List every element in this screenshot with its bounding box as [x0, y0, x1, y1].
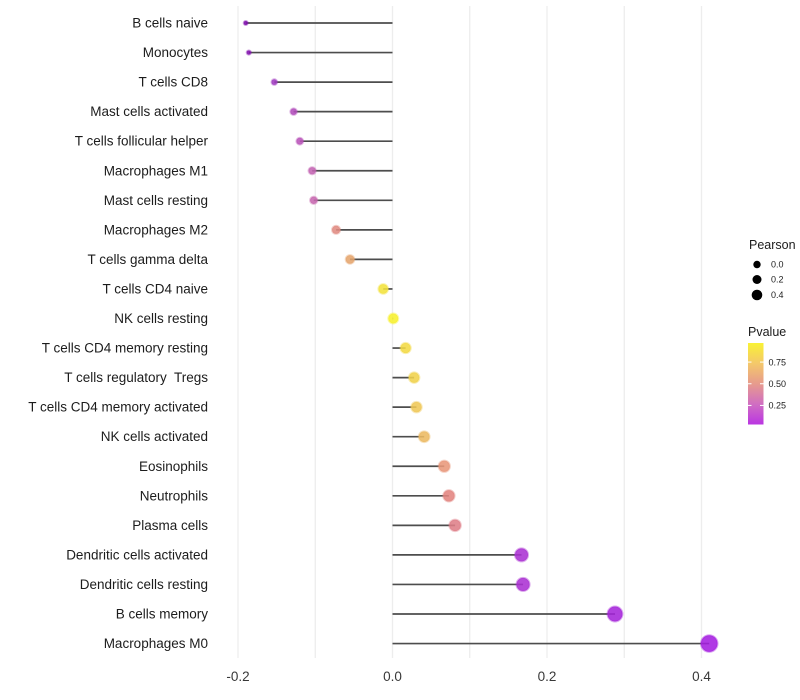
y-axis-label: Macrophages M2	[104, 222, 208, 237]
data-point	[387, 312, 400, 325]
x-axis-tick-label: 0.4	[692, 669, 711, 684]
y-axis-label: T cells CD8	[138, 75, 208, 90]
y-axis-label: Mast cells activated	[90, 104, 208, 119]
y-axis-label: Macrophages M1	[104, 163, 208, 178]
size-legend-label: 0.0	[771, 260, 784, 270]
data-point	[606, 605, 624, 623]
data-point	[448, 518, 462, 533]
data-point	[442, 489, 456, 503]
data-point	[407, 371, 421, 384]
y-axis-label: Neutrophils	[140, 488, 209, 503]
data-point	[289, 107, 298, 116]
y-axis-label: NK cells resting	[114, 311, 208, 326]
data-point	[513, 547, 530, 563]
data-point	[331, 224, 342, 235]
size-legend-title: Pearson	[749, 238, 796, 252]
y-axis-label: Plasma cells	[132, 518, 208, 533]
data-point	[515, 576, 531, 592]
x-axis-tick-label: -0.2	[226, 669, 249, 684]
size-legend-label: 0.4	[771, 290, 784, 300]
size-legend-key-dot	[753, 260, 761, 269]
data-point	[295, 136, 305, 146]
color-legend-tick-label: 0.50	[769, 379, 787, 389]
y-axis-label: T cells follicular helper	[75, 134, 209, 149]
data-point	[344, 254, 356, 265]
size-legend-key-dot	[752, 275, 762, 284]
y-axis-label: B cells memory	[116, 607, 209, 622]
data-point	[699, 634, 719, 653]
data-point	[270, 78, 279, 86]
data-point	[309, 195, 319, 205]
color-legend-gradient-bar	[748, 343, 764, 425]
color-legend-title: Pvalue	[748, 325, 786, 339]
color-legend-tick-label: 0.75	[769, 357, 787, 367]
y-axis-label: Macrophages M0	[104, 636, 208, 651]
y-axis-label: T cells regulatory Tregs	[64, 370, 208, 385]
y-axis-label: T cells CD4 memory activated	[28, 400, 208, 415]
size-legend-label: 0.2	[771, 275, 784, 285]
data-point	[245, 49, 252, 56]
y-axis-label: T cells gamma delta	[87, 252, 208, 267]
data-point	[242, 20, 249, 26]
size-legend-key-dot	[751, 289, 763, 301]
y-axis-label: Monocytes	[143, 45, 209, 60]
y-axis-label: Dendritic cells resting	[80, 577, 208, 592]
data-point	[399, 341, 412, 355]
data-point	[307, 166, 317, 176]
data-point	[437, 459, 451, 473]
y-axis-label: T cells CD4 memory resting	[42, 341, 208, 356]
color-legend-tick-label: 0.25	[769, 401, 787, 411]
y-axis-label: Eosinophils	[139, 459, 208, 474]
y-axis-label: B cells naive	[132, 16, 208, 31]
y-axis-label: Mast cells resting	[104, 193, 208, 208]
data-point	[417, 430, 431, 444]
y-axis-label: NK cells activated	[101, 429, 208, 444]
x-axis-tick-label: 0.0	[383, 669, 402, 684]
data-point	[410, 400, 423, 414]
y-axis-label: T cells CD4 naive	[102, 281, 208, 296]
data-point	[377, 283, 390, 295]
y-axis-label: Dendritic cells activated	[66, 547, 208, 562]
x-axis-tick-label: 0.2	[538, 669, 557, 684]
